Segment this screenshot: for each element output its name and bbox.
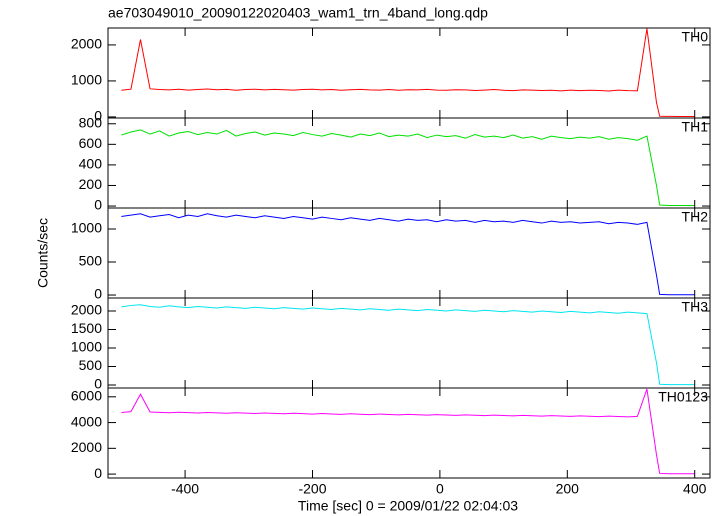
chart-title: ae703049010_20090122020403_wam1_trn_4ban… (108, 5, 488, 21)
y-tick-label: 1000 (71, 72, 102, 88)
x-tick-label: 200 (556, 481, 580, 497)
y-tick-label: 500 (79, 253, 103, 269)
data-line (121, 130, 694, 206)
y-tick-label: 1000 (71, 220, 102, 236)
y-tick-label: 2000 (71, 36, 102, 52)
data-line (121, 305, 694, 385)
y-tick-label: 500 (79, 357, 103, 373)
panel-label: TH0 (682, 29, 709, 45)
y-tick-label: 400 (79, 156, 103, 172)
y-tick-label: 4000 (71, 413, 102, 429)
panel-label: TH1 (682, 119, 709, 135)
y-tick-label: 1500 (71, 320, 102, 336)
x-tick-label: -400 (171, 481, 199, 497)
data-line (121, 389, 694, 474)
y-tick-label: 6000 (71, 388, 102, 404)
data-line (121, 214, 694, 295)
y-tick-label: 600 (79, 135, 103, 151)
panel-label: TH0123 (658, 389, 708, 405)
y-tick-label: 0 (94, 197, 102, 213)
x-tick-label: -200 (298, 481, 326, 497)
panel-frame (108, 28, 710, 118)
x-axis-label: Time [sec] 0 = 2009/01/22 02:04:03 (298, 498, 518, 514)
y-tick-label: 2000 (71, 302, 102, 318)
panel-frame (108, 388, 710, 478)
chart: ae703049010_20090122020403_wam1_trn_4ban… (0, 0, 723, 516)
panel-frame (108, 208, 710, 298)
data-line (121, 29, 694, 117)
panel-frame (108, 298, 710, 388)
y-tick-label: 2000 (71, 439, 102, 455)
y-axis-label: Counts/sec (35, 218, 51, 288)
y-tick-label: 800 (79, 114, 103, 130)
x-tick-label: 0 (436, 481, 444, 497)
x-tick-label: 400 (683, 481, 707, 497)
y-tick-label: 0 (94, 465, 102, 481)
y-tick-label: 0 (94, 286, 102, 302)
y-tick-label: 1000 (71, 339, 102, 355)
page: {"chart_data": { "type": "line", "title"… (0, 0, 723, 516)
panel-label: TH3 (682, 299, 709, 315)
panel-frame (108, 118, 710, 208)
y-tick-label: 200 (79, 176, 103, 192)
panel-label: TH2 (682, 209, 709, 225)
